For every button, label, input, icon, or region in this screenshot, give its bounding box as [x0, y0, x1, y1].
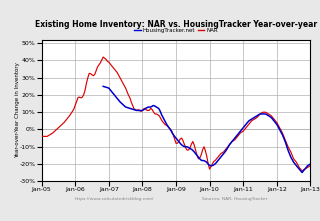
Text: Sources: NAR, HousingTracker: Sources: NAR, HousingTracker — [203, 197, 268, 201]
Y-axis label: Year-over-Year Change in Inventory: Year-over-Year Change in Inventory — [15, 63, 20, 158]
Text: https://www.calculatedriskblog.com/: https://www.calculatedriskblog.com/ — [75, 197, 154, 201]
Legend: HousingTracker.net, NAR: HousingTracker.net, NAR — [132, 26, 220, 35]
Title: Existing Home Inventory: NAR vs. HousingTracker Year-over-year: Existing Home Inventory: NAR vs. Housing… — [35, 20, 317, 29]
